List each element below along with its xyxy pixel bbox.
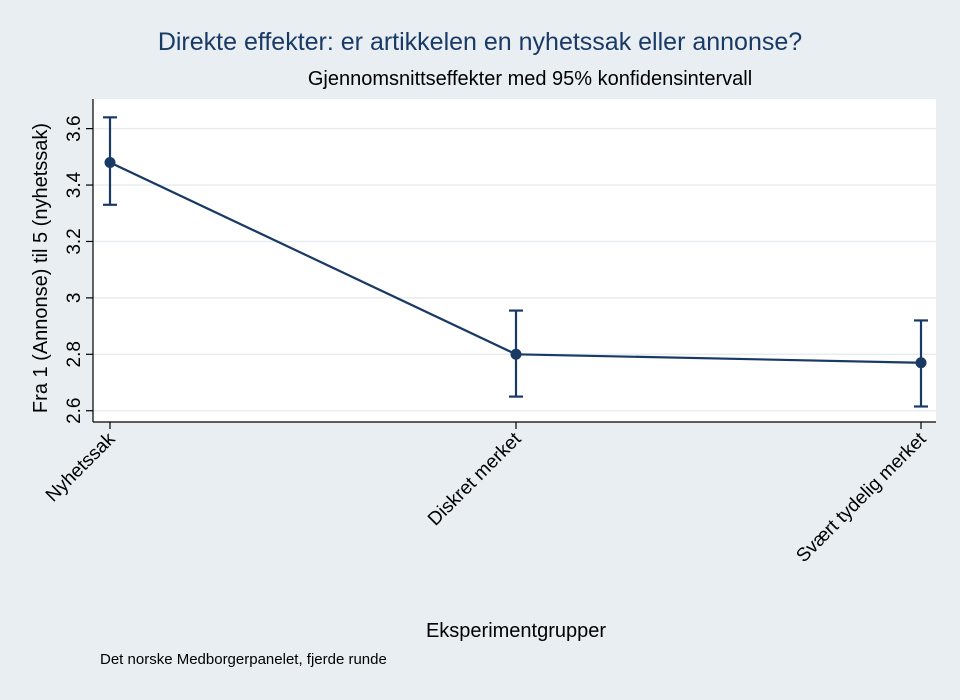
y-tick-label: 3.2 [64, 228, 85, 254]
y-axis-title: Fra 1 (Annonse) til 5 (nyhetssak) [30, 123, 52, 413]
x-tick-label: Diskret merket [424, 428, 526, 530]
data-point [104, 156, 116, 168]
data-point [510, 348, 522, 360]
y-tick-label: 3 [64, 293, 85, 304]
x-tick-label: Svært tydelig merket [792, 428, 931, 567]
chart-subtitle: Gjennomsnittseffekter med 95% konfidensi… [307, 68, 753, 90]
y-tick-label: 3.6 [64, 115, 85, 141]
x-tick-label: Nyhetssak [42, 428, 120, 506]
x-axis-title: Eksperimentgrupper [426, 620, 606, 642]
data-point [915, 357, 927, 369]
y-tick-label: 2.6 [64, 398, 85, 424]
y-tick-label: 2.8 [64, 341, 85, 367]
chart-title: Direkte effekter: er artikkelen en nyhet… [157, 28, 803, 56]
y-tick-label: 3.4 [64, 171, 85, 198]
plot-area-background [93, 99, 936, 422]
source-note: Det norske Medborgerpanelet, fjerde rund… [100, 651, 387, 668]
